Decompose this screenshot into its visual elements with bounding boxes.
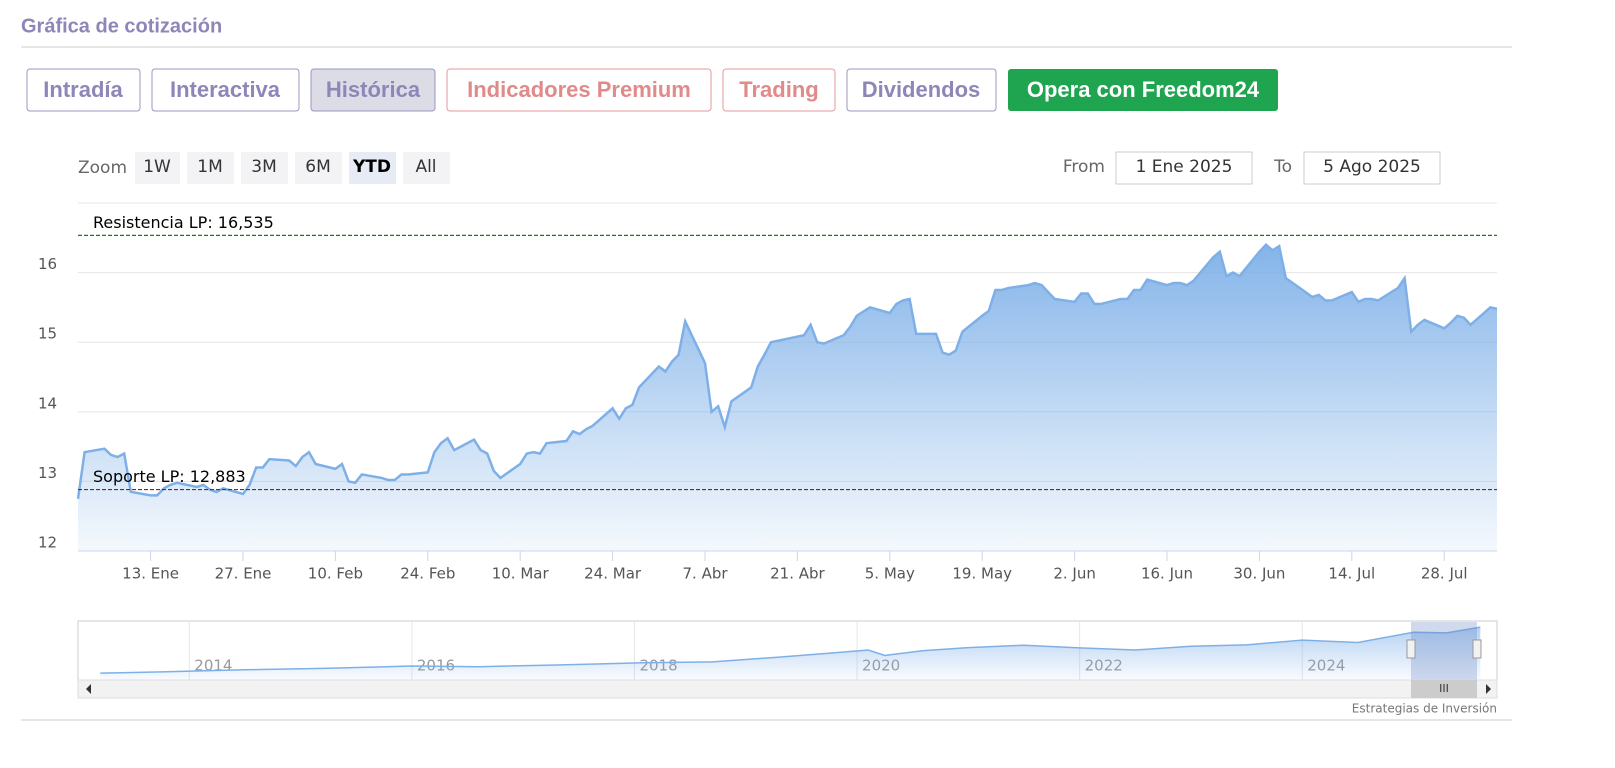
zoom-bar: Zoom 1W 1M 3M 6M YTD All From 1 Ene 2025…: [78, 151, 1441, 185]
thumb-grip: III: [1439, 682, 1449, 695]
zoom-button-label[interactable]: 1W: [143, 157, 171, 177]
x-tick-label: 24. Mar: [584, 565, 642, 583]
x-tick-label: 27. Ene: [215, 565, 272, 583]
zoom-button[interactable]: [187, 152, 234, 184]
zoom-button-label[interactable]: 3M: [251, 157, 276, 177]
y-tick-label: 13: [38, 464, 57, 482]
navigator-handle[interactable]: [1472, 639, 1482, 659]
tab[interactable]: [722, 68, 836, 112]
x-tick-label: 13. Ene: [122, 565, 179, 583]
zoom-button-label[interactable]: All: [415, 157, 436, 177]
reference-label: Resistencia LP: 16,535: [93, 213, 274, 232]
tabs: Intradía Interactiva Histórica Indicador…: [26, 68, 1278, 112]
cta-label[interactable]: Opera con Freedom24: [1027, 77, 1260, 102]
x-tick-label: 10. Feb: [308, 565, 363, 583]
area-fill: [78, 244, 1497, 551]
x-tick-label: 19. May: [952, 565, 1012, 583]
tab-label[interactable]: Trading: [739, 77, 818, 102]
x-tick-label: 24. Feb: [400, 565, 455, 583]
zoom-button[interactable]: [295, 152, 342, 184]
reference-label: Soporte LP: 12,883: [93, 467, 246, 486]
x-tick-label: 28. Jul: [1421, 565, 1468, 583]
tab-label[interactable]: Dividendos: [862, 77, 981, 102]
x-tick-label: 14. Jul: [1328, 565, 1375, 583]
tab-active[interactable]: [310, 68, 436, 112]
x-tick-label: 30. Jun: [1233, 565, 1285, 583]
tab-label[interactable]: Intradía: [43, 77, 123, 102]
scroll-track[interactable]: [77, 679, 1498, 699]
price-line: [76, 243, 1498, 499]
navigator-window: [1411, 622, 1477, 680]
tab-label[interactable]: Indicadores Premium: [467, 77, 691, 102]
zoom-button[interactable]: [241, 152, 288, 184]
x-tick-label: 5. May: [865, 565, 915, 583]
tab[interactable]: [446, 68, 712, 112]
from-date[interactable]: 1 Ene 2025: [1136, 157, 1233, 177]
y-tick-label: 16: [38, 255, 57, 273]
credit: Estrategias de Inversión: [1352, 702, 1497, 716]
zoom-button-label[interactable]: 6M: [305, 157, 330, 177]
zoom-button[interactable]: [403, 152, 450, 184]
zoom-button-label[interactable]: 1M: [197, 157, 222, 177]
cta-button[interactable]: [1008, 69, 1278, 111]
scroll-right[interactable]: [1486, 684, 1491, 694]
zoom-label: Zoom: [78, 158, 127, 178]
y-tick-label: 15: [38, 325, 57, 343]
navigator-handle[interactable]: [1406, 639, 1416, 659]
scroll-left[interactable]: [86, 684, 91, 694]
x-tick-label: 7. Abr: [682, 565, 728, 583]
y-tick-label: 12: [38, 534, 57, 552]
tab[interactable]: [846, 68, 997, 112]
tab-label[interactable]: Interactiva: [170, 77, 281, 102]
x-tick-label: 10. Mar: [492, 565, 550, 583]
x-tick-label: 21. Abr: [770, 565, 825, 583]
date-input[interactable]: [1303, 151, 1441, 185]
to-date[interactable]: 5 Ago 2025: [1323, 157, 1421, 177]
scrollbar: III: [77, 679, 1498, 699]
tab-label[interactable]: Histórica: [326, 77, 421, 102]
x-tick-label: 2. Jun: [1053, 565, 1096, 583]
x-tick-label: 16. Jun: [1141, 565, 1193, 583]
tab[interactable]: [26, 68, 141, 112]
tab[interactable]: [151, 68, 300, 112]
navigator: 201420162018202020222024: [77, 620, 1498, 681]
from-label: From: [1063, 157, 1105, 177]
zoom-button-label[interactable]: YTD: [352, 157, 391, 177]
y-tick-label: 14: [38, 394, 57, 412]
section-title: Gráfica de cotización: [21, 15, 222, 37]
date-input[interactable]: [1115, 151, 1253, 185]
zoom-button-active[interactable]: [349, 152, 396, 184]
navigator-line: [100, 626, 1481, 674]
to-label: To: [1273, 157, 1292, 177]
main-chart: 12 13 14 15 16 13. Ene 27. Ene 10. Feb 24. Feb 10…: [38, 213, 1498, 583]
scroll-thumb[interactable]: [1411, 680, 1477, 698]
zoom-button[interactable]: [135, 152, 180, 184]
